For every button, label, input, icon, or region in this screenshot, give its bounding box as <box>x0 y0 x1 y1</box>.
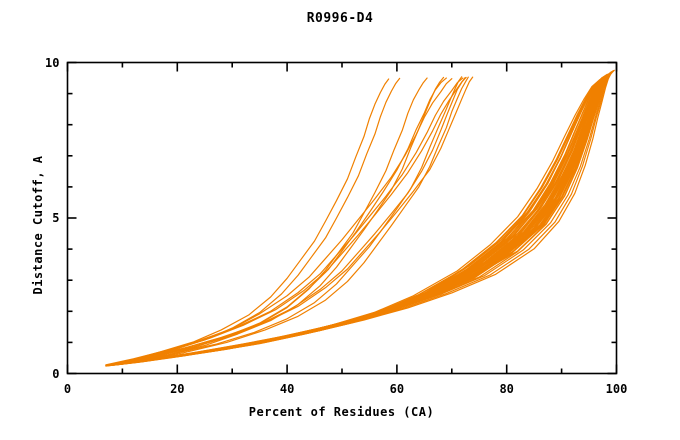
series-line <box>138 76 469 362</box>
data-series-layer <box>105 69 615 367</box>
x-axis-label: Percent of Residues (CA) <box>248 405 435 419</box>
x-tick-label: 60 <box>389 381 405 396</box>
series-line <box>127 71 613 364</box>
x-tick-label: 40 <box>279 381 295 396</box>
series-line <box>110 77 466 365</box>
series-line <box>116 76 467 365</box>
series-line <box>121 76 474 364</box>
series-line <box>127 76 445 363</box>
axis-ticks-layer <box>66 61 618 375</box>
y-tick-label: 5 <box>52 211 60 225</box>
series-line <box>116 73 611 365</box>
series-line <box>121 77 428 364</box>
series-line <box>105 78 453 366</box>
x-tick-label: 20 <box>170 381 185 396</box>
x-tick-label: 100 <box>605 381 628 396</box>
series-line <box>132 76 463 363</box>
y-tick-label: 10 <box>45 55 60 70</box>
x-tick-label: 80 <box>499 381 514 396</box>
x-tick-label: 0 <box>63 381 72 396</box>
chart-title: R0996-D4 <box>306 11 374 26</box>
y-tick-label: 0 <box>52 366 60 381</box>
series-line <box>105 78 390 366</box>
series-line <box>110 77 401 366</box>
